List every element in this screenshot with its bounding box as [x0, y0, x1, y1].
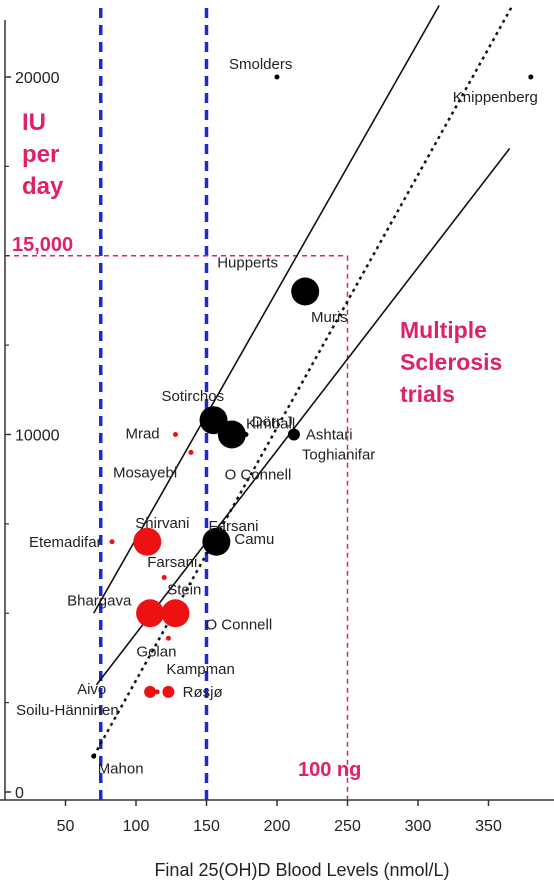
point-label: Farsani — [147, 554, 197, 571]
y-tick-label: 20000 — [15, 70, 60, 87]
annotation-per: per — [22, 141, 59, 168]
point-label: Sotirchos — [162, 388, 225, 405]
point-label: Smolders — [229, 56, 292, 73]
x-tick-label: 200 — [264, 818, 291, 835]
point-label: Aivo — [77, 681, 106, 698]
point-label: Ashtari — [306, 427, 353, 444]
data-point — [291, 277, 320, 306]
data-point — [162, 685, 175, 698]
data-point — [144, 539, 150, 545]
trend-line — [93, 5, 440, 614]
data-point — [528, 74, 534, 80]
annotation-multiple: Multiple — [400, 317, 487, 343]
point-label: Knippenberg — [453, 89, 538, 106]
data-point — [188, 449, 194, 455]
reference-lines — [5, 8, 349, 800]
data-point — [144, 685, 157, 698]
y-tick-label: 0 — [15, 785, 24, 802]
annotation-trials: trials — [400, 381, 455, 407]
x-tick-label: 50 — [57, 818, 75, 835]
trend-line — [95, 148, 511, 686]
data-point — [172, 432, 178, 437]
x-tick-label: 300 — [405, 818, 432, 835]
point-label: Mahon — [98, 760, 144, 777]
data-point — [109, 539, 115, 545]
point-label: Toghianifar — [302, 447, 375, 464]
annotation-100ng: 100 ng — [298, 759, 361, 781]
data-points — [91, 74, 534, 759]
trend-lines — [92, 4, 514, 757]
data-point — [217, 420, 246, 449]
x-tick-label: 250 — [334, 818, 361, 835]
point-label: Camu — [234, 531, 274, 548]
point-label: Dörr J — [252, 414, 293, 431]
x-tick-label: 350 — [475, 818, 502, 835]
data-point — [154, 689, 160, 695]
annotation-iu: IU — [22, 109, 46, 136]
point-label: Soilu-Hänninen — [16, 702, 119, 719]
x-tick-label: 100 — [123, 818, 150, 835]
point-label: Kimball — [246, 416, 295, 433]
data-point — [243, 432, 249, 437]
point-label: Bhargava — [67, 592, 132, 609]
point-label: Stein — [167, 582, 201, 599]
x-axis-title: Final 25(OH)D Blood Levels (nmol/L) — [154, 860, 449, 880]
point-label: Farsani — [209, 518, 259, 535]
data-point — [91, 753, 97, 759]
trend-line — [92, 4, 514, 757]
data-point — [202, 527, 231, 556]
point-labels: Smolders Knippenberg Hupperts Muris Sotircho… — [16, 56, 538, 777]
point-label: Røsjø — [183, 684, 223, 701]
annotation-15000: 15,000 — [12, 234, 73, 256]
annotation-day: day — [22, 173, 64, 200]
y-tick-label: 10000 — [15, 428, 60, 445]
x-tick-label: 150 — [193, 818, 220, 835]
point-label: Muris — [311, 309, 348, 326]
data-point — [161, 575, 167, 580]
point-label: Golan — [136, 643, 176, 660]
point-label: Mrad — [125, 426, 159, 443]
point-label: Mosayebi — [113, 464, 177, 481]
data-point — [274, 74, 280, 80]
data-point — [287, 428, 300, 441]
annotation-sclerosis: Sclerosis — [400, 349, 502, 375]
data-point — [136, 599, 165, 628]
data-point — [305, 299, 311, 305]
y-axis-ticks: 0 10000 20000 — [5, 70, 60, 802]
data-point — [165, 635, 171, 641]
point-label: O Connell — [205, 616, 272, 633]
data-point — [161, 599, 190, 628]
point-label: Kampman — [166, 661, 234, 678]
point-label: O Connell — [225, 467, 292, 484]
point-label: Shirvani — [135, 515, 189, 532]
point-label: Hupperts — [217, 255, 278, 272]
point-label: Etemadifar — [29, 534, 102, 551]
